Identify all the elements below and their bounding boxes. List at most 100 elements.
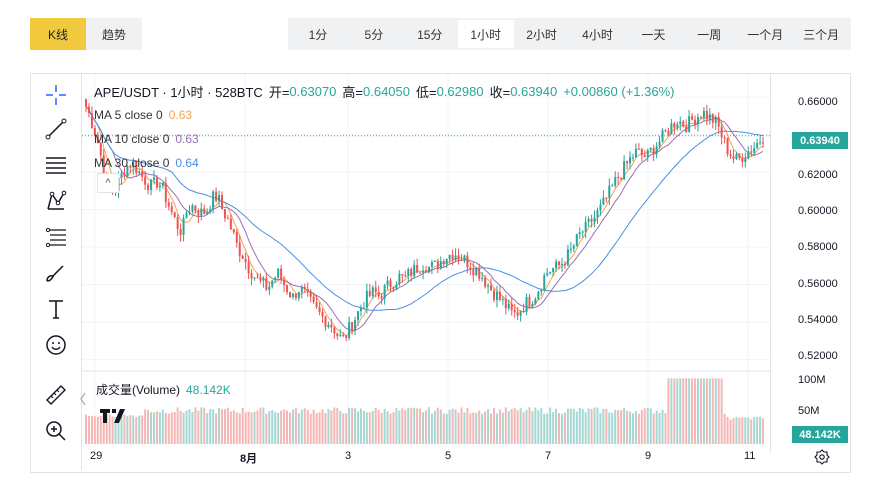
zoom-in-icon[interactable] [42,417,70,445]
price-axis[interactable] [770,73,851,453]
volume-bar [90,415,93,444]
time-axis[interactable]: 29 8月 3 5 7 9 11 [82,446,770,466]
volume-bar [374,407,377,444]
emoji-icon[interactable] [42,331,70,359]
fib-retracement-icon[interactable] [42,223,70,251]
volume-bar [345,413,348,444]
candle-body [484,277,487,287]
interval-1h[interactable]: 1小时 [457,20,514,48]
pattern-icon[interactable] [42,187,70,215]
candle-body [584,221,587,232]
candle-body [762,142,765,144]
volume-bar [200,407,203,444]
interval-1w[interactable]: 一周 [697,27,722,42]
candle-body [753,147,756,153]
candle-body [726,137,729,155]
ma30-line [85,106,764,311]
candle-body [398,274,401,285]
candle-body [620,178,623,180]
candle-body [525,296,528,312]
ma30-row[interactable]: MA 30 close 0 0.64 [94,151,675,175]
volume-bar [602,408,605,444]
candle-body [581,231,584,233]
horizontal-lines-icon[interactable] [42,151,70,179]
pane-resize-handle[interactable] [79,389,87,409]
volume-bar [114,417,117,444]
volume-bar [649,408,652,444]
interval-15m[interactable]: 15分 [417,27,443,42]
volume-legend: 成交量(Volume) 48.142K [96,381,231,398]
candle-body [744,158,747,163]
volume-bar [694,378,697,444]
volume-bar [490,413,493,444]
candle-body [631,157,634,159]
ma10-row[interactable]: MA 10 close 0 0.63 [94,127,675,151]
candle-body [667,130,670,135]
candle-body [99,143,102,156]
volume-bar [85,414,87,444]
volume-bar [762,418,765,444]
trend-line-icon[interactable] [42,115,70,143]
volume-bar [321,409,324,444]
volume-bar [581,408,584,444]
volume-bar [141,415,144,444]
interval-1d[interactable]: 一天 [641,27,666,42]
tradingview-logo-icon[interactable] [98,405,132,425]
candle-body [655,146,658,155]
candle-body [566,249,569,266]
candle-body [626,161,629,164]
ruler-icon[interactable] [42,381,70,409]
candle-body [359,307,362,312]
tab-trend[interactable]: 趋势 [86,18,142,50]
legend-collapse-button[interactable]: ^ [97,173,119,193]
candle-body [223,208,226,219]
interval-5m[interactable]: 5分 [364,27,384,42]
volume-bar [673,378,676,444]
interval-3mo[interactable]: 三个月 [803,27,840,42]
brush-icon[interactable] [42,259,70,287]
volume-bar [711,378,714,444]
interval-4h[interactable]: 4小时 [582,27,613,42]
volume-bar [708,378,711,444]
ma5-row[interactable]: MA 5 close 0 0.63 [94,103,675,127]
volume-bar [300,409,303,444]
candle-body [711,114,714,123]
interval-1mo[interactable]: 一个月 [747,27,784,42]
volume-bar [676,378,679,444]
volume-bar [318,412,321,444]
price-chart[interactable] [82,74,770,446]
candle-body [501,298,504,300]
settings-gear-icon[interactable] [814,449,830,465]
volume-bar [566,408,569,444]
candle-body [463,255,466,261]
volume-bar [96,416,99,444]
volume-bar [256,410,259,444]
volume-bar [685,378,688,444]
candle-body [623,161,626,180]
crosshair-icon[interactable] [42,81,70,109]
volume-bar [634,411,637,444]
volume-bar [291,409,294,444]
interval-2h[interactable]: 2小时 [526,27,557,42]
candle-body [679,121,682,125]
interval-1m[interactable]: 1分 [308,27,328,42]
candle-body [676,124,679,128]
candle-body [150,179,153,190]
volume-bar [513,407,516,444]
text-icon[interactable] [42,295,70,323]
candle-body [563,263,566,266]
price-tick: 0.52000 [798,350,838,362]
volume-bar [348,407,351,444]
candle-body [283,279,286,286]
volume-bar [759,416,762,444]
volume-bar [472,412,475,444]
low-label: 低= [416,84,437,100]
tab-kline[interactable]: K线 [30,18,86,50]
volume-bar [475,412,478,444]
volume-bar [271,410,274,444]
candle-body [256,277,259,279]
volume-bar [155,411,158,444]
volume-bar [599,413,602,444]
volume-bar [262,407,265,444]
candle-body [490,285,493,291]
